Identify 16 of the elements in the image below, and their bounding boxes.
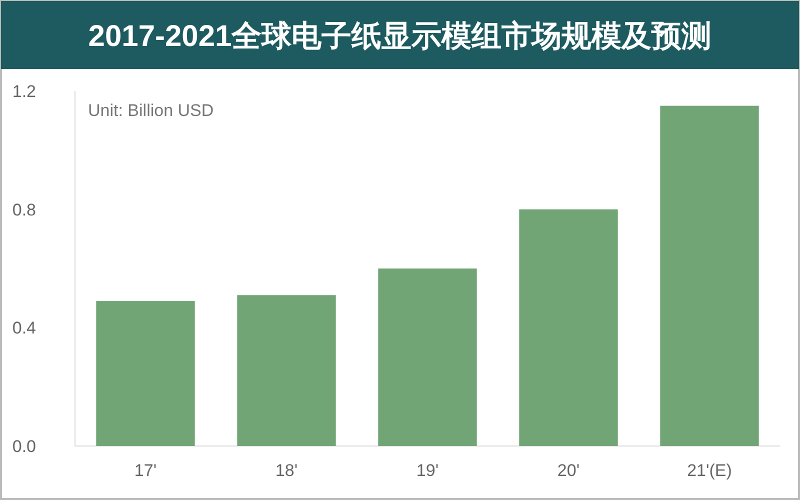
y-tick-label: 1.2 [12, 82, 36, 101]
x-tick-label: 18' [275, 461, 298, 480]
bar [519, 209, 618, 446]
x-tick-label: 20' [557, 461, 580, 480]
bar [237, 295, 336, 446]
bar [96, 301, 195, 446]
x-tick-label: 19' [416, 461, 439, 480]
x-tick-label: 17' [134, 461, 157, 480]
annotation: Unit: Billion USD [88, 101, 214, 120]
bar [378, 268, 477, 446]
y-tick-label: 0.4 [12, 318, 36, 338]
chart-title: 2017-2021全球电子纸显示模组市场规模及预测 [88, 19, 712, 53]
x-tick-label: 21'(E) [687, 461, 732, 480]
bar [660, 106, 759, 446]
y-tick-label: 0.8 [12, 200, 36, 220]
y-tick-label: 0.0 [12, 437, 36, 456]
